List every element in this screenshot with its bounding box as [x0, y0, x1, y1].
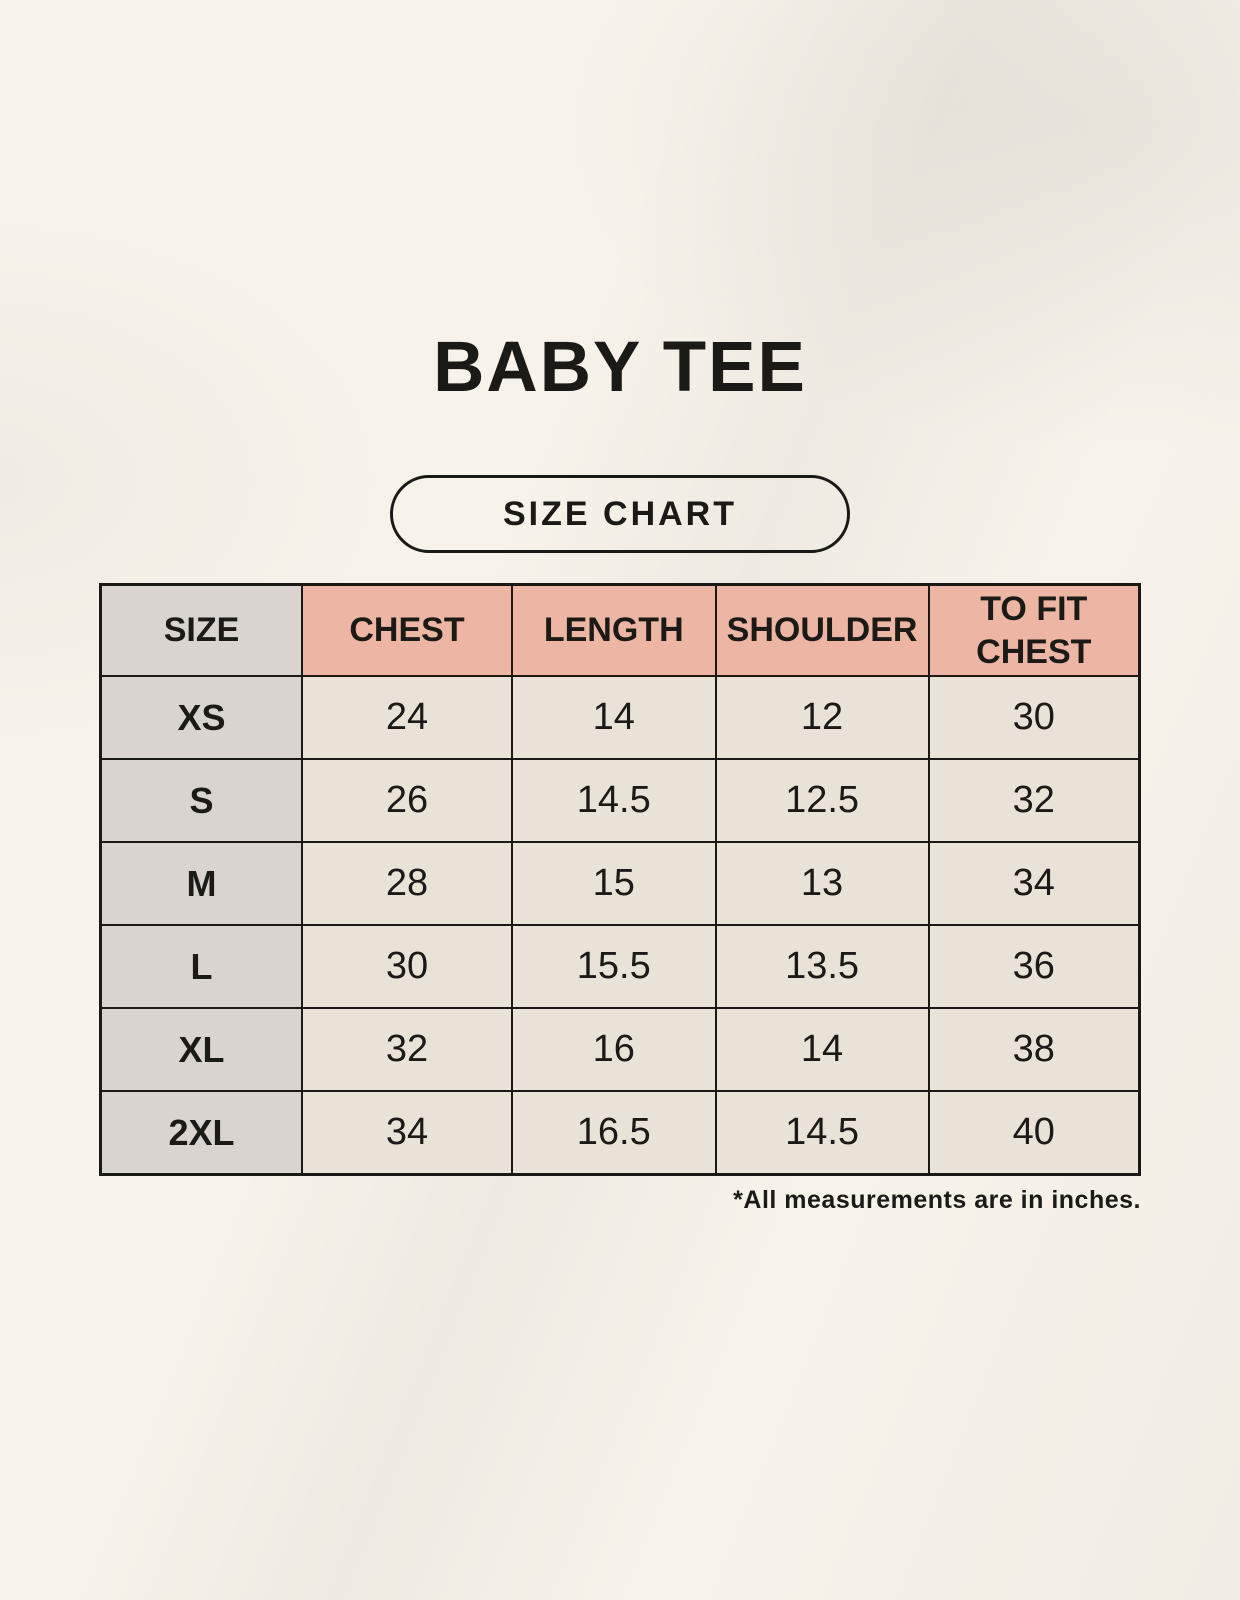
cell-to-fit-chest: 30 [927, 675, 1141, 760]
cell-to-fit-chest: 36 [927, 924, 1141, 1009]
table-row-l: L 30 15.5 13.5 36 [99, 924, 1141, 1009]
size-chart-page: BABY TEE SIZE CHART SIZE CHEST LENGTH SH… [99, 328, 1141, 1214]
row-header-size: XL [99, 1007, 304, 1092]
cell-chest: 24 [301, 675, 513, 760]
column-header-chest: CHEST [301, 583, 513, 677]
row-header-size: XS [99, 675, 304, 760]
table-row-m: M 28 15 13 34 [99, 841, 1141, 926]
column-header-size: SIZE [99, 583, 304, 677]
row-header-size: M [99, 841, 304, 926]
cell-to-fit-chest: 40 [927, 1090, 1141, 1176]
row-header-size: L [99, 924, 304, 1009]
column-header-length: LENGTH [510, 583, 717, 677]
cell-shoulder: 13 [714, 841, 930, 926]
column-header-to-fit-chest: TO FIT CHEST [927, 583, 1141, 677]
cell-chest: 26 [301, 758, 513, 843]
cell-shoulder: 12 [714, 675, 930, 760]
cell-length: 14.5 [510, 758, 717, 843]
table-row-xl: XL 32 16 14 38 [99, 1007, 1141, 1092]
size-table: SIZE CHEST LENGTH SHOULDER TO FIT CHEST … [99, 583, 1141, 1176]
table-row-xs: XS 24 14 12 30 [99, 675, 1141, 760]
page-title: BABY TEE [433, 328, 807, 407]
cell-length: 16.5 [510, 1090, 717, 1176]
column-header-shoulder: SHOULDER [714, 583, 930, 677]
cell-to-fit-chest: 38 [927, 1007, 1141, 1092]
cell-length: 15.5 [510, 924, 717, 1009]
cell-shoulder: 12.5 [714, 758, 930, 843]
table-row-2xl: 2XL 34 16.5 14.5 40 [99, 1090, 1141, 1176]
cell-shoulder: 14.5 [714, 1090, 930, 1176]
cell-chest: 34 [301, 1090, 513, 1176]
measurements-footnote: *All measurements are in inches. [733, 1186, 1141, 1214]
size-chart-badge-label: SIZE CHART [503, 494, 737, 533]
table-header-row: SIZE CHEST LENGTH SHOULDER TO FIT CHEST [99, 583, 1141, 677]
cell-chest: 32 [301, 1007, 513, 1092]
cell-length: 15 [510, 841, 717, 926]
size-chart-badge: SIZE CHART [390, 475, 850, 553]
cell-length: 16 [510, 1007, 717, 1092]
table-row-s: S 26 14.5 12.5 32 [99, 758, 1141, 843]
cell-to-fit-chest: 34 [927, 841, 1141, 926]
cell-to-fit-chest: 32 [927, 758, 1141, 843]
row-header-size: S [99, 758, 304, 843]
cell-shoulder: 13.5 [714, 924, 930, 1009]
row-header-size: 2XL [99, 1090, 304, 1176]
cell-chest: 28 [301, 841, 513, 926]
cell-chest: 30 [301, 924, 513, 1009]
cell-shoulder: 14 [714, 1007, 930, 1092]
cell-length: 14 [510, 675, 717, 760]
